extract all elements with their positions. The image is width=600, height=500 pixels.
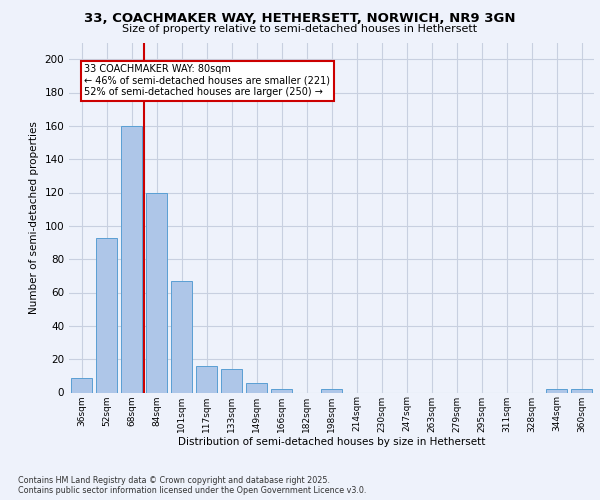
Bar bbox=[71, 378, 92, 392]
Text: 33, COACHMAKER WAY, HETHERSETT, NORWICH, NR9 3GN: 33, COACHMAKER WAY, HETHERSETT, NORWICH,… bbox=[84, 12, 516, 26]
Y-axis label: Number of semi-detached properties: Number of semi-detached properties bbox=[29, 121, 39, 314]
Bar bbox=[546, 389, 567, 392]
Text: Contains HM Land Registry data © Crown copyright and database right 2025.
Contai: Contains HM Land Registry data © Crown c… bbox=[18, 476, 367, 495]
Bar bbox=[221, 369, 242, 392]
Bar bbox=[96, 238, 117, 392]
Bar bbox=[271, 389, 292, 392]
X-axis label: Distribution of semi-detached houses by size in Hethersett: Distribution of semi-detached houses by … bbox=[178, 437, 485, 447]
Bar bbox=[321, 389, 342, 392]
Bar bbox=[571, 389, 592, 392]
Bar bbox=[196, 366, 217, 392]
Bar bbox=[146, 192, 167, 392]
Bar bbox=[121, 126, 142, 392]
Text: Size of property relative to semi-detached houses in Hethersett: Size of property relative to semi-detach… bbox=[122, 24, 478, 34]
Text: 33 COACHMAKER WAY: 80sqm
← 46% of semi-detached houses are smaller (221)
52% of : 33 COACHMAKER WAY: 80sqm ← 46% of semi-d… bbox=[85, 64, 331, 98]
Bar bbox=[171, 281, 192, 392]
Bar bbox=[246, 382, 267, 392]
